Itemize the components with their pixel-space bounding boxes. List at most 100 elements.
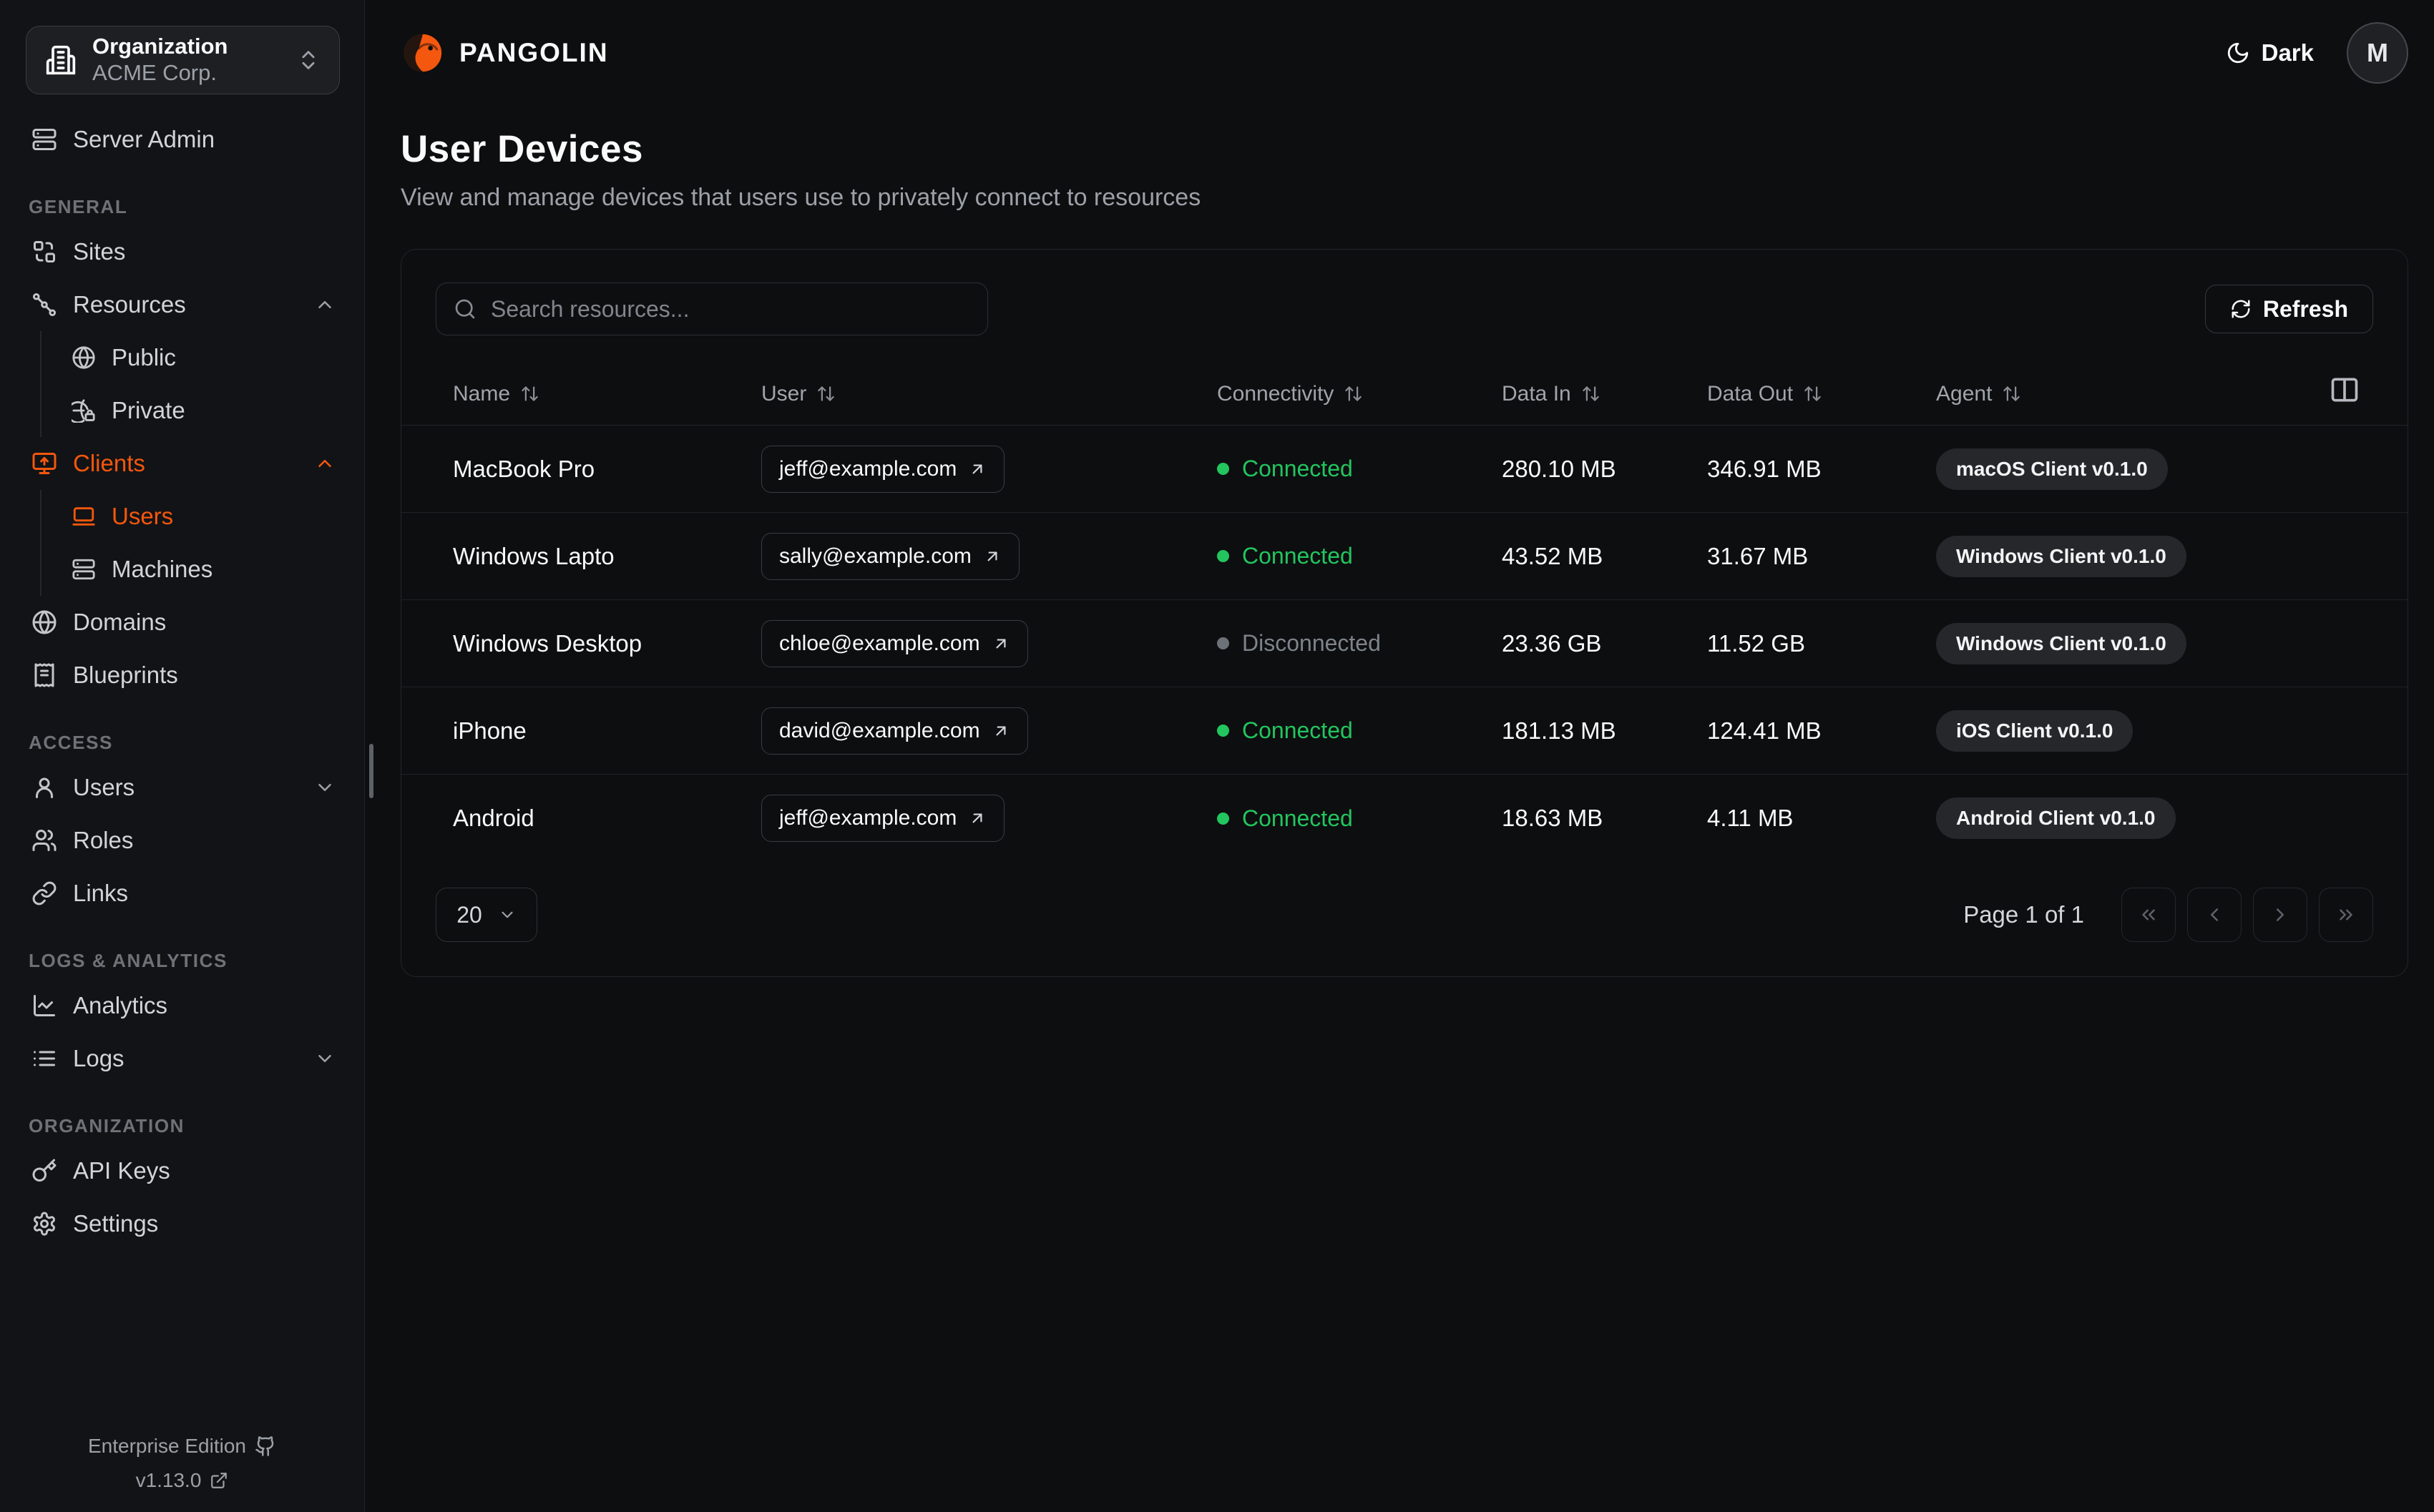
sidebar-item-settings[interactable]: Settings: [0, 1197, 347, 1250]
column-header-connectivity[interactable]: Connectivity: [1217, 382, 1502, 406]
edition-link[interactable]: Enterprise Edition: [88, 1435, 276, 1458]
pangolin-logo-icon: [401, 31, 445, 75]
column-header-user[interactable]: User: [761, 382, 1217, 406]
sidebar-item-domains[interactable]: Domains: [0, 596, 347, 649]
sidebar-item-users[interactable]: Users: [66, 490, 347, 543]
column-header-data-in[interactable]: Data In: [1502, 382, 1707, 406]
chevron-up-icon: [314, 453, 336, 474]
last-page-button[interactable]: [2319, 888, 2373, 942]
first-page-button[interactable]: [2121, 888, 2176, 942]
sidebar-item-blueprints[interactable]: Blueprints: [0, 649, 347, 702]
columns-toggle-button[interactable]: [2329, 374, 2360, 406]
sort-icon[interactable]: [1581, 384, 1600, 403]
sort-icon[interactable]: [1803, 384, 1822, 403]
sidebar-item-public[interactable]: Public: [66, 331, 347, 384]
next-page-button[interactable]: [2253, 888, 2307, 942]
arrow-up-right-icon: [992, 634, 1010, 653]
sidebar-section-label: LOGS & ANALYTICS: [29, 950, 228, 971]
connectivity-status: Disconnected: [1217, 630, 1502, 657]
combine-icon: [31, 239, 57, 265]
sidebar-item-analytics[interactable]: Analytics: [0, 979, 347, 1032]
sidebar-item-server-admin[interactable]: Server Admin: [0, 113, 347, 166]
refresh-button[interactable]: Refresh: [2204, 285, 2373, 333]
sidebar-scrollbar-thumb[interactable]: [369, 744, 373, 798]
moon-icon: [2226, 41, 2250, 65]
agent-cell: Windows Client v0.1.0: [1936, 535, 2356, 577]
page-size-select[interactable]: 20: [436, 888, 537, 942]
sidebar-item-private[interactable]: Private: [66, 384, 347, 437]
server-icon: [72, 557, 96, 581]
user-cell: jeff@example.com: [761, 795, 1217, 842]
sidebar-item-api-keys[interactable]: API Keys: [0, 1144, 347, 1197]
sidebar-item-roles[interactable]: Roles: [0, 814, 347, 867]
user-cell: sally@example.com: [761, 532, 1217, 580]
avatar[interactable]: M: [2347, 22, 2408, 84]
agent-cell: iOS Client v0.1.0: [1936, 710, 2356, 752]
column-header-name[interactable]: Name: [453, 382, 761, 406]
monitor-up-icon: [31, 451, 57, 476]
data-in-value: 280.10 MB: [1502, 455, 1616, 482]
users-icon: [31, 828, 57, 853]
github-icon: [255, 1435, 276, 1457]
top-bar: PANGOLIN Dark M: [401, 19, 2408, 87]
search-icon: [454, 298, 476, 320]
chart-icon: [31, 993, 57, 1018]
top-bar-right: Dark M: [2226, 22, 2408, 84]
sidebar-item-sites[interactable]: Sites: [0, 225, 347, 278]
data-out-value: 346.91 MB: [1707, 455, 1822, 482]
page-size-value: 20: [456, 901, 482, 928]
data-in-value: 23.36 GB: [1502, 629, 1602, 657]
version-link[interactable]: v1.13.0: [136, 1469, 229, 1492]
chevrons-left-icon: [2138, 904, 2159, 926]
sort-icon[interactable]: [816, 384, 836, 403]
data-out-value: 124.41 MB: [1707, 717, 1822, 744]
sidebar-item-users[interactable]: Users: [0, 761, 347, 814]
globe-icon: [31, 609, 57, 635]
user-link-button[interactable]: jeff@example.com: [761, 795, 1005, 842]
device-name: iPhone: [453, 717, 527, 744]
previous-page-button[interactable]: [2187, 888, 2242, 942]
sort-icon[interactable]: [1344, 384, 1363, 403]
sidebar-item-logs[interactable]: Logs: [0, 1032, 347, 1085]
sidebar-item-machines[interactable]: Machines: [66, 543, 347, 596]
search-input[interactable]: [491, 295, 970, 323]
data-in-value: 43.52 MB: [1502, 542, 1603, 569]
device-name: Android: [453, 805, 534, 831]
sidebar-item-links[interactable]: Links: [0, 867, 347, 920]
column-header-agent[interactable]: Agent: [1936, 382, 2356, 406]
chevron-up-icon: [314, 294, 336, 315]
table-row: iPhone david@example.com Connected 181.13 M…: [401, 687, 2408, 775]
status-dot: [1217, 550, 1229, 562]
organization-selector[interactable]: Organization ACME Corp.: [26, 26, 340, 94]
globe-icon: [72, 345, 96, 370]
chevron-down-icon: [314, 1048, 336, 1069]
chevron-down-icon: [498, 905, 517, 924]
theme-toggle-button[interactable]: Dark: [2226, 39, 2314, 67]
device-name: Windows Lapto: [453, 542, 615, 569]
user-link-button[interactable]: jeff@example.com: [761, 445, 1005, 493]
data-out-value: 11.52 GB: [1707, 629, 1805, 657]
user-cell: chloe@example.com: [761, 619, 1217, 667]
organization-text: Organization ACME Corp.: [92, 34, 280, 86]
status-dot: [1217, 463, 1229, 475]
user-link-button[interactable]: chloe@example.com: [761, 619, 1028, 667]
device-name: MacBook Pro: [453, 455, 595, 482]
user-link-button[interactable]: sally@example.com: [761, 532, 1020, 580]
column-header-data-out[interactable]: Data Out: [1707, 382, 1936, 406]
search-box: [436, 283, 988, 335]
building-icon: [45, 44, 77, 76]
table-toolbar: Refresh: [401, 250, 2408, 335]
brand[interactable]: PANGOLIN: [401, 31, 609, 75]
waypoints-icon: [31, 292, 57, 318]
user-link-button[interactable]: david@example.com: [761, 707, 1028, 755]
agent-badge: Android Client v0.1.0: [1936, 797, 2176, 839]
data-out-value: 4.11 MB: [1707, 805, 1794, 831]
edition-label: Enterprise Edition: [87, 1435, 246, 1457]
sidebar-item-clients[interactable]: Clients: [0, 437, 347, 490]
chevron-left-icon: [2204, 904, 2225, 926]
sidebar-item-resources[interactable]: Resources: [0, 278, 347, 331]
sort-icon[interactable]: [2002, 384, 2021, 403]
sidebar: Organization ACME Corp. Server Admin GENE…: [0, 0, 365, 1512]
table-row: Windows Desktop chloe@example.com Disconne…: [401, 600, 2408, 687]
sort-icon[interactable]: [520, 384, 539, 403]
